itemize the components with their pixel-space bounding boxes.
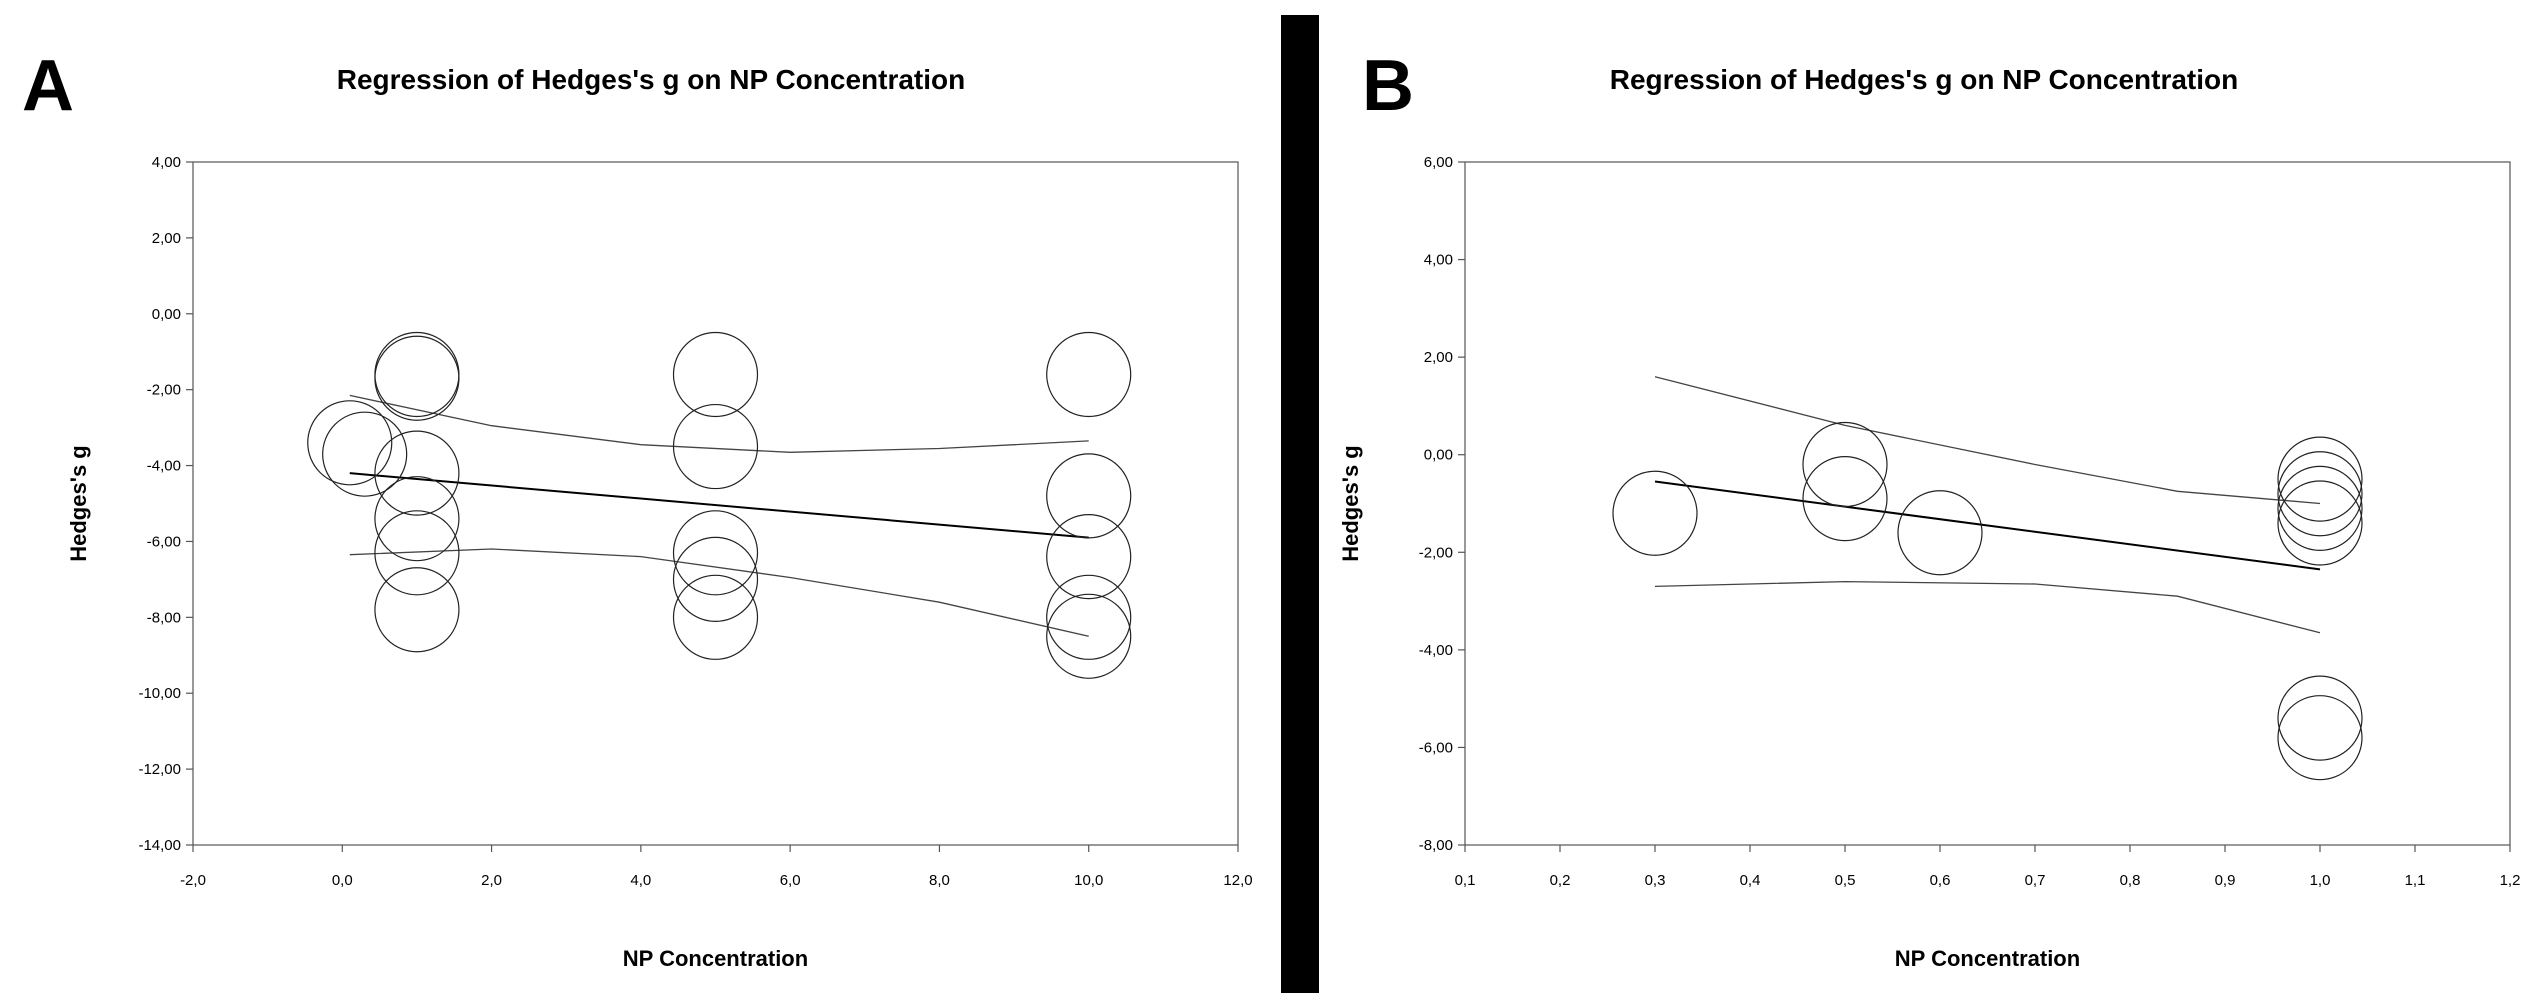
data-point (1802, 421, 1888, 508)
ci-upper-curve (349, 394, 1089, 453)
x-tick-label: 0,5 (1835, 872, 1856, 889)
data-point (374, 430, 460, 516)
chart-title: Regression of Hedges's g on NP Concentra… (1610, 64, 2238, 95)
x-tick-label: 0,6 (1930, 872, 1951, 889)
regression-line (1654, 480, 2321, 571)
ci-lower-curve (349, 548, 1089, 637)
x-tick-label: 1,2 (2500, 872, 2521, 889)
data-point (672, 574, 759, 660)
x-tick-label: 2,0 (481, 872, 502, 889)
x-tick-label: 0,9 (2215, 872, 2236, 889)
y-axis-label: Hedges's g (66, 445, 91, 562)
x-axis-label: NP Concentration (623, 946, 808, 971)
y-tick-label: -12,00 (138, 761, 181, 778)
data-point (1897, 490, 1983, 576)
plot-frame (1464, 161, 2511, 846)
ci-lower-curve (1654, 580, 2321, 634)
x-tick-label: 12,0 (1223, 872, 1252, 889)
x-tick-label: 0,2 (1550, 872, 1571, 889)
y-tick-label: 4,00 (1424, 252, 1453, 269)
y-tick-label: 4,00 (152, 154, 181, 171)
x-tick-label: 0,0 (332, 872, 353, 889)
x-tick-label: 0,7 (2025, 872, 2046, 889)
data-point (1046, 574, 1132, 660)
x-axis-label: NP Concentration (1895, 946, 2080, 971)
y-tick-label: 2,00 (1424, 349, 1453, 366)
data-point (374, 567, 460, 653)
y-tick-label: -2,00 (1419, 544, 1453, 561)
y-tick-label: -6,00 (1419, 739, 1453, 756)
y-tick-label: -2,00 (147, 382, 181, 399)
y-tick-label: -6,00 (147, 533, 181, 550)
x-tick-label: 0,4 (1740, 872, 1761, 889)
data-point (1046, 593, 1132, 679)
panel-letter: A (22, 46, 74, 126)
data-point (672, 331, 759, 418)
y-axis-label: Hedges's g (1338, 445, 1363, 562)
data-point (672, 403, 759, 490)
data-point (2277, 675, 2363, 761)
data-point (1046, 453, 1132, 539)
y-tick-label: 0,00 (1424, 447, 1453, 464)
y-tick-label: -4,00 (147, 458, 181, 475)
panel-letter: B (1362, 46, 1414, 126)
data-point (307, 400, 393, 486)
y-tick-label: -8,00 (147, 609, 181, 626)
panel-divider (1281, 15, 1319, 993)
data-point (322, 411, 408, 497)
x-tick-label: 1,1 (2405, 872, 2426, 889)
data-point (672, 510, 759, 596)
panel-b: B Regression of Hedges's g on NP Concentr… (1338, 46, 2520, 971)
data-point (2277, 451, 2363, 537)
y-tick-label: -4,00 (1419, 642, 1453, 659)
y-tick-label: -10,00 (138, 685, 181, 702)
panel-a: A Regression of Hedges's g on NP Concentr… (22, 46, 1253, 971)
x-tick-label: 10,0 (1074, 872, 1103, 889)
x-tick-label: 0,8 (2120, 872, 2141, 889)
ci-upper-curve (1654, 376, 2321, 505)
data-point (1046, 331, 1132, 418)
data-point (1612, 470, 1698, 556)
x-tick-label: 6,0 (780, 872, 801, 889)
y-tick-label: 0,00 (152, 306, 181, 323)
data-point (2277, 480, 2363, 566)
x-tick-label: 0,3 (1645, 872, 1666, 889)
data-point (1046, 514, 1132, 600)
x-tick-label: -2,0 (180, 872, 206, 889)
x-tick-label: 8,0 (929, 872, 950, 889)
data-point (672, 536, 759, 622)
data-point (374, 510, 460, 596)
regression-line (349, 472, 1089, 539)
data-point (2277, 436, 2363, 522)
data-point (374, 335, 460, 421)
x-tick-label: 4,0 (630, 872, 651, 889)
y-tick-label: -8,00 (1419, 837, 1453, 854)
data-point (2277, 695, 2363, 781)
chart-title: Regression of Hedges's g on NP Concentra… (337, 64, 965, 95)
y-tick-label: -14,00 (138, 837, 181, 854)
x-tick-label: 0,1 (1455, 872, 1476, 889)
data-point (1802, 456, 1888, 542)
data-point (374, 476, 460, 562)
plot-frame (192, 161, 1239, 846)
data-point (2277, 465, 2363, 551)
y-tick-label: 6,00 (1424, 154, 1453, 171)
y-tick-label: 2,00 (152, 230, 181, 247)
x-tick-label: 1,0 (2310, 872, 2331, 889)
